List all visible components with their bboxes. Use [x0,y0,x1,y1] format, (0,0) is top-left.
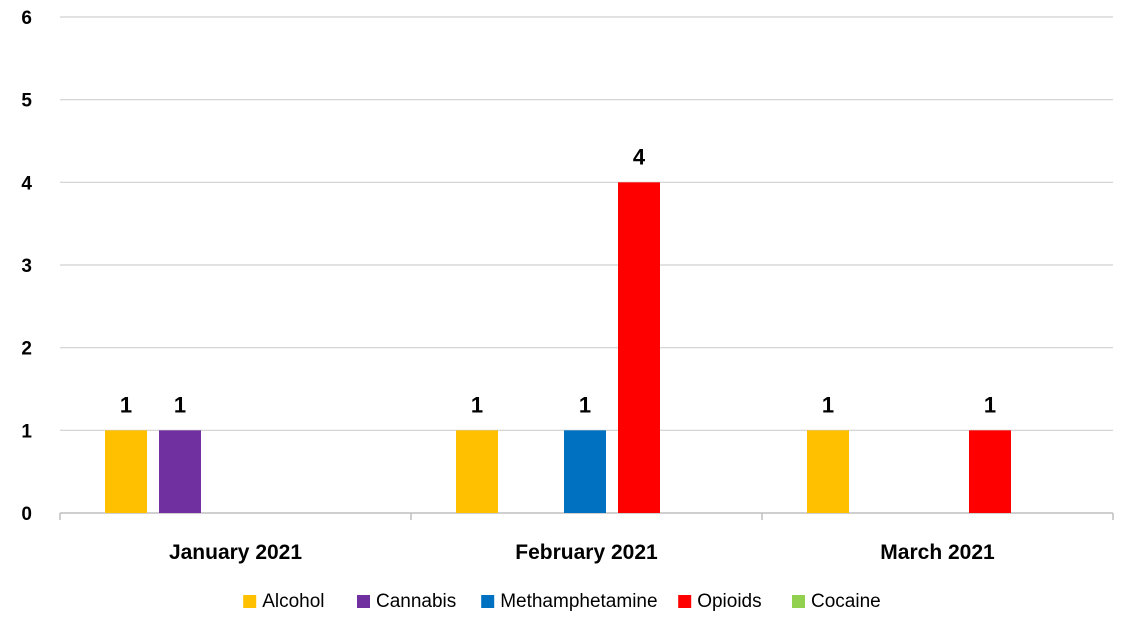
bar-alcohol [105,430,147,513]
data-label: 1 [579,392,591,417]
y-tick-label: 6 [21,8,32,29]
y-tick-label: 3 [21,256,32,277]
data-label: 4 [633,144,646,169]
y-tick-label: 2 [21,339,32,360]
bar-alcohol [807,430,849,513]
y-tick-label: 5 [21,91,32,112]
bar-methamphetamine [564,430,606,513]
legend-swatch-methamphetamine [481,595,495,608]
x-tick-label: January 2021 [169,541,302,564]
legend-swatch-opioids [678,595,692,608]
legend-label-opioids: Opioids [697,591,761,612]
data-label: 1 [471,392,483,417]
legend-label-methamphetamine: Methamphetamine [500,591,657,612]
legend-label-cocaine: Cocaine [811,591,881,612]
y-tick-label: 1 [21,421,32,442]
data-label: 1 [822,392,834,417]
data-label: 1 [174,392,186,417]
bar-opioids [969,430,1011,513]
x-tick-label: March 2021 [880,541,995,564]
x-tick-label: February 2021 [515,541,658,564]
bar-opioids [618,182,660,514]
y-tick-label: 4 [21,173,32,194]
bar-alcohol [456,430,498,513]
y-tick-label: 0 [21,504,32,525]
legend-label-alcohol: Alcohol [262,591,324,612]
data-label: 1 [984,392,996,417]
data-label: 1 [120,392,132,417]
legend-swatch-alcohol [243,595,257,608]
legend-swatch-cannabis [357,595,370,608]
legend-label-cannabis: Cannabis [376,591,456,612]
bar-cannabis [159,430,201,513]
legend-swatch-cocaine [792,595,805,608]
